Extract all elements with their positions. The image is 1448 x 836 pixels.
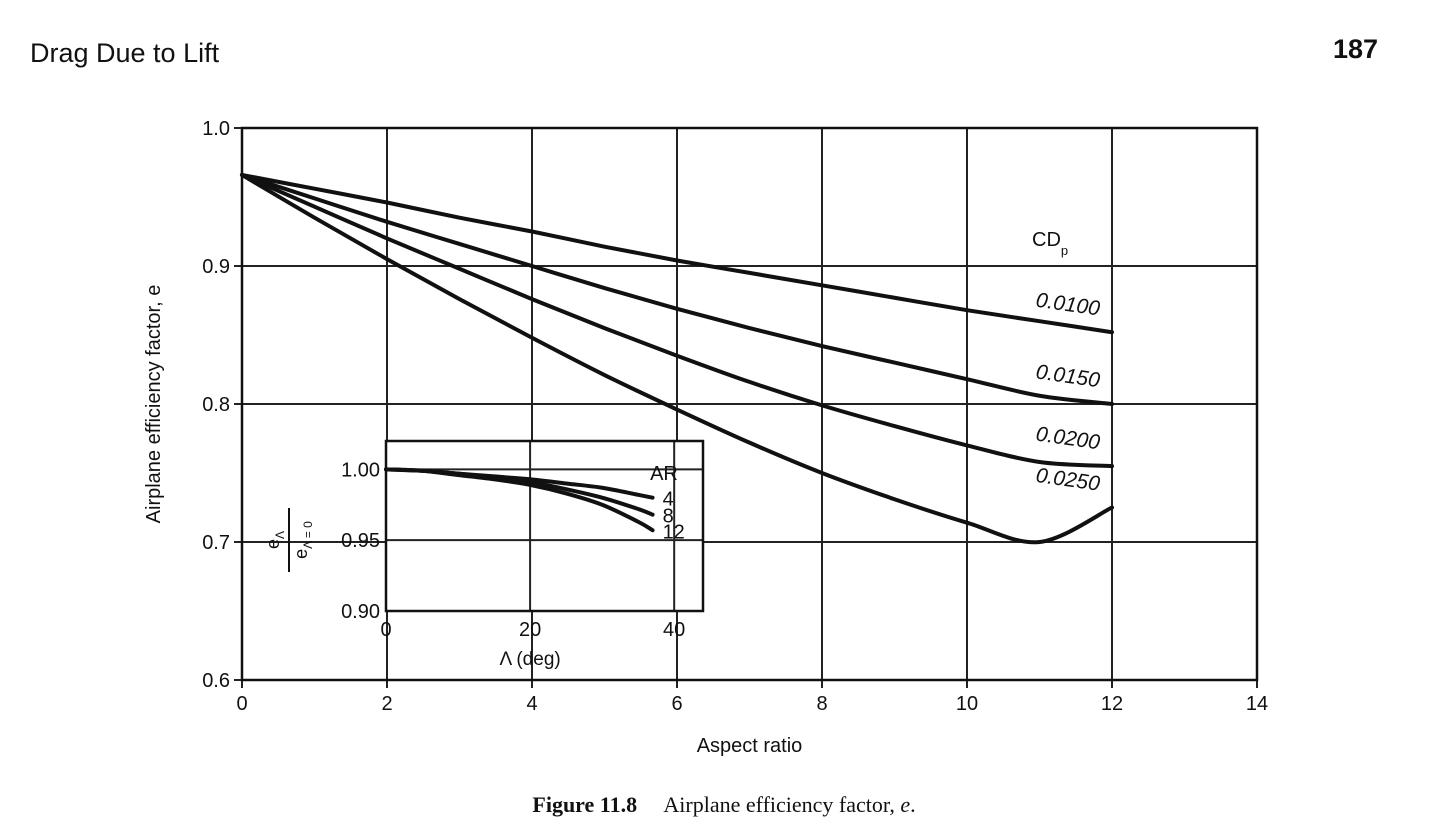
inset-series-line-12 — [384, 467, 655, 533]
main-x-tick-label: 6 — [671, 693, 682, 715]
page-header: Drag Due to Lift 187 — [30, 34, 1378, 78]
inset-series-label: 12 — [663, 521, 685, 543]
page-number: 187 — [1332, 34, 1378, 64]
inset-plot-frame — [384, 439, 705, 613]
main-x-tick-label: 14 — [1246, 693, 1268, 715]
figure-caption-text: Airplane efficiency factor, — [663, 792, 895, 817]
main-series-label: 0.0250 — [1034, 464, 1101, 496]
main-x-tick-label: 2 — [381, 693, 392, 715]
inset-y-tick-label: 1.00 — [341, 459, 380, 481]
inset-x-tick-label: 40 — [663, 619, 685, 641]
main-y-tick-label: 0.7 — [202, 532, 230, 554]
inset-y-label-denominator: eΛ = 0 — [291, 521, 315, 559]
main-legend-title: CDp — [1032, 229, 1068, 258]
main-series-line-0.0150 — [240, 172, 1114, 406]
main-series-line-0.0250 — [240, 172, 1114, 545]
inset-y-label-denominator-subscript: Λ = 0 — [301, 521, 315, 549]
inset-y-label-numerator-subscript: Λ — [273, 531, 287, 539]
figure-number: Figure 11.8 — [532, 792, 638, 817]
main-x-axis-label: Aspect ratio — [697, 735, 803, 757]
main-x-tick-label: 8 — [816, 693, 827, 715]
main-series-label: 0.0150 — [1034, 360, 1101, 392]
main-x-tick-label: 10 — [956, 693, 978, 715]
figure-caption-variable: e — [900, 792, 911, 817]
inset-series-label: 4 — [663, 489, 674, 511]
inset-x-tick-label: 0 — [380, 619, 391, 641]
main-x-tick-label: 4 — [526, 693, 537, 715]
main-x-tick-label: 12 — [1101, 693, 1123, 715]
main-legend-title-subscript: p — [1061, 243, 1068, 258]
main-y-tick-label: 0.8 — [202, 394, 230, 416]
main-series-line-0.0200 — [240, 172, 1114, 469]
main-series-label: 0.0100 — [1034, 289, 1101, 321]
main-series-label: 0.0200 — [1034, 423, 1101, 455]
section-title: Drag Due to Lift — [30, 38, 220, 68]
main-y-axis-label: Airplane efficiency factor, e — [143, 285, 165, 524]
main-series-line-0.0100 — [240, 172, 1114, 335]
inset-y-label-numerator: eΛ — [263, 531, 287, 549]
efficiency-chart: 0 2 4 6 8 10 12 14 0.6 0.7 0.8 0.9 1.0 Aspect ratio Ai… — [143, 118, 1268, 757]
inset-y-tick-label: 0.90 — [341, 601, 380, 623]
figure-caption: Figure 11.8 Airplane efficiency factor, … — [0, 792, 1448, 818]
main-y-tick-label: 0.9 — [202, 256, 230, 278]
main-x-tick-label: 0 — [236, 693, 247, 715]
inset-x-tick-label: 20 — [519, 619, 541, 641]
inset-legend-title: AR — [650, 463, 678, 485]
main-plot-frame — [240, 126, 1259, 682]
inset-series-label: 8 — [663, 506, 674, 528]
main-y-tick-label: 0.6 — [202, 670, 230, 692]
figure-caption-end: . — [910, 792, 916, 817]
inset-y-tick-label: 0.95 — [341, 530, 380, 552]
inset-x-axis-label: Λ (deg) — [499, 649, 560, 670]
main-y-tick-label: 1.0 — [202, 118, 230, 140]
